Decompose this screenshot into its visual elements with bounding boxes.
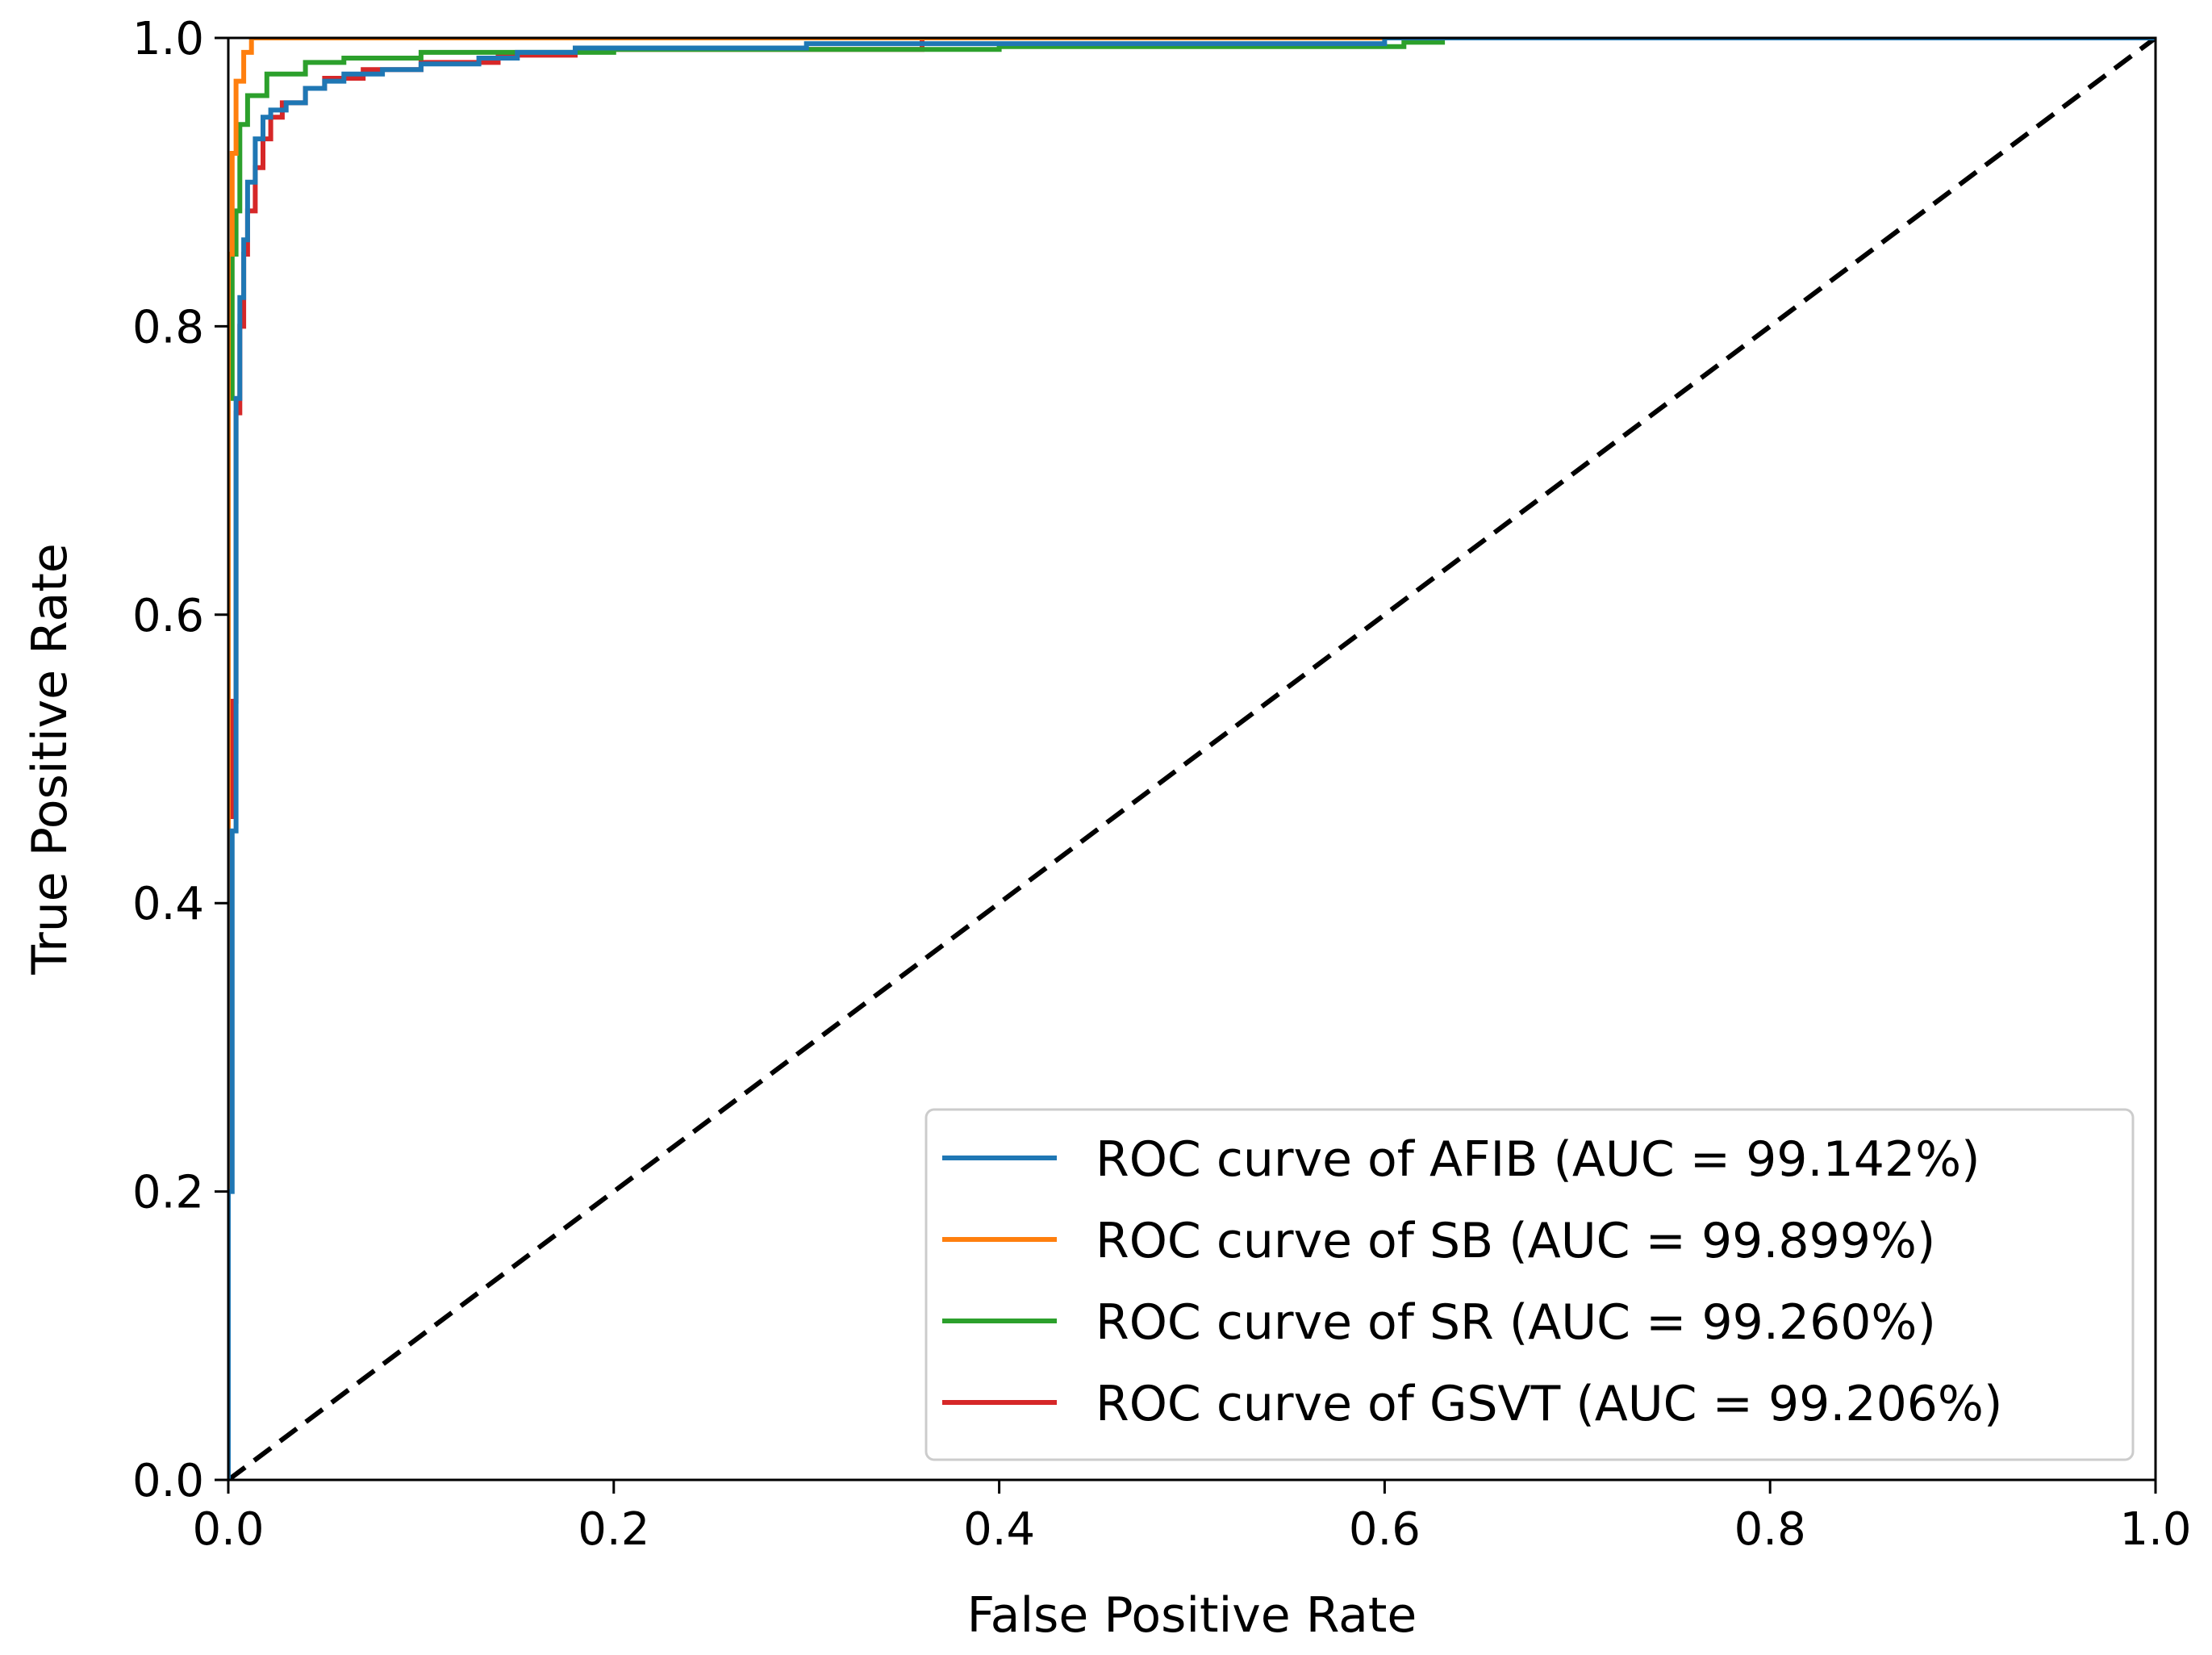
series-line-(auc bbox=[228, 38, 2156, 1480]
y-tick-label: 0.8 bbox=[132, 301, 204, 353]
legend-label: ROC curve of GSVT (AUC = 99.206%) bbox=[1096, 1376, 2002, 1432]
x-tick-label: 0.2 bbox=[578, 1503, 649, 1556]
series-line-chance bbox=[228, 38, 2156, 1480]
legend-label: ROC curve of AFIB (AUC = 99.142%) bbox=[1096, 1131, 1980, 1188]
y-tick-label: 0.2 bbox=[132, 1167, 204, 1219]
legend-label: ROC curve of SR (AUC = 99.260%) bbox=[1096, 1294, 1936, 1351]
x-tick-label: 0.8 bbox=[1734, 1503, 1806, 1556]
x-tick-label: 0.0 bbox=[192, 1503, 264, 1556]
legend-box bbox=[924, 1108, 2135, 1461]
y-tick-label: 0.0 bbox=[132, 1455, 204, 1507]
x-tick-label: 0.6 bbox=[1349, 1503, 1421, 1556]
plot-area bbox=[228, 38, 2156, 1480]
series-line-(auc bbox=[228, 38, 2156, 1480]
series-line-(auc bbox=[228, 38, 2156, 1480]
y-axis-title: True Positive Rate bbox=[22, 543, 78, 975]
y-tick-label: 0.4 bbox=[132, 878, 204, 930]
x-tick-label: 0.4 bbox=[963, 1503, 1035, 1556]
legend: ROC curve of AFIB (AUC = 99.142%) ROC cur… bbox=[924, 1108, 2135, 1461]
y-tick-label: 0.6 bbox=[132, 590, 204, 642]
axes: 0.0 0.2 0.4 0.6 0.8 1.0 0.0 0.2 0.4 0.6 0.8 1.0 Fals… bbox=[22, 13, 2192, 1644]
x-tick-label: 1.0 bbox=[2119, 1503, 2191, 1556]
axes-frame bbox=[227, 36, 2157, 1482]
legend-label: ROC curve of SB (AUC = 99.899%) bbox=[1096, 1213, 1935, 1269]
x-axis-title: False Positive Rate bbox=[967, 1587, 1417, 1644]
y-tick-label: 1.0 bbox=[132, 13, 204, 65]
